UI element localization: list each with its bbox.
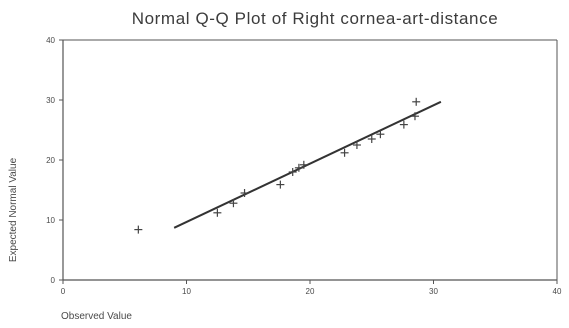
y-tick-label: 30	[46, 96, 55, 105]
x-axis-label: Observed Value	[61, 311, 132, 322]
data-point	[376, 130, 385, 139]
y-tick-label: 10	[46, 216, 55, 225]
axes	[62, 39, 558, 281]
x-tick-label: 10	[182, 287, 191, 296]
data-point	[134, 225, 143, 234]
data-point	[410, 112, 419, 121]
data-point	[399, 120, 408, 129]
y-tick-label: 20	[46, 156, 55, 165]
data-point	[340, 148, 349, 157]
data-point	[213, 208, 222, 217]
y-tick-label: 40	[46, 36, 55, 45]
x-tick-label: 0	[61, 287, 66, 296]
data-point	[367, 135, 376, 143]
data-point	[229, 199, 238, 208]
data-point	[276, 180, 285, 189]
data-point	[299, 160, 308, 169]
tick-marks: 0 10 20 30 40 0 10 20 30 40	[46, 36, 562, 296]
data-points	[134, 97, 421, 234]
x-tick-label: 40	[553, 287, 562, 296]
y-axis-label: Expected Normal Value	[8, 157, 19, 262]
data-point	[288, 168, 297, 176]
chart-title: Normal Q-Q Plot of Right cornea-art-dist…	[132, 9, 499, 28]
x-tick-label: 30	[429, 287, 438, 296]
y-tick-label: 0	[51, 276, 56, 285]
data-point	[412, 97, 421, 106]
data-point	[352, 141, 361, 149]
data-point	[294, 163, 303, 172]
data-point	[240, 189, 249, 197]
x-tick-label: 20	[306, 287, 315, 296]
